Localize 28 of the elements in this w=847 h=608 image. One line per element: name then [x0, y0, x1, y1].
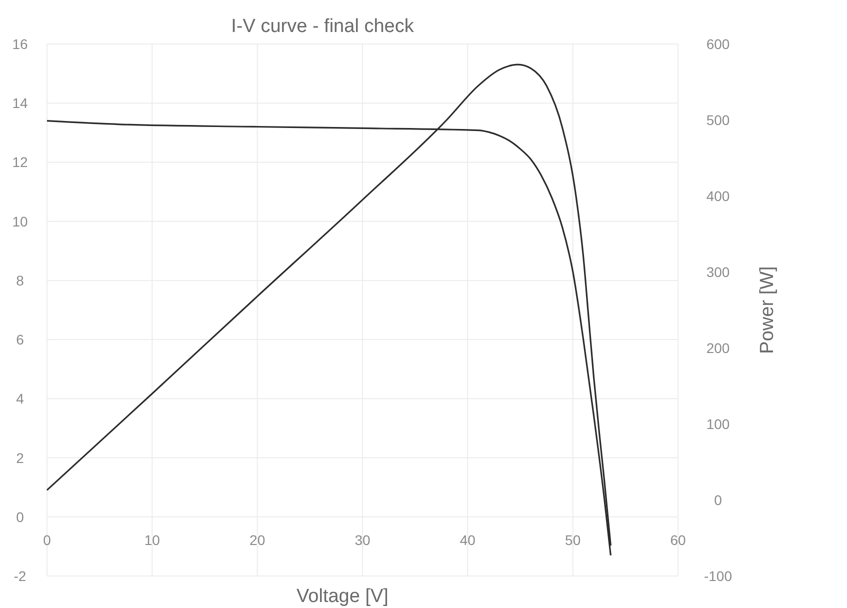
y2-tick-label: 0	[714, 492, 722, 508]
y2-tick-label: 600	[706, 36, 730, 52]
y-tick-label: 14	[12, 95, 28, 112]
x-tick-label: 20	[250, 532, 266, 548]
y-tick-label: 0	[16, 508, 24, 525]
x-tick-label: 50	[565, 532, 581, 548]
y-tick-label: 6	[16, 332, 24, 348]
y-tick-label: -2	[14, 568, 26, 584]
x-tick-label: 10	[144, 532, 160, 548]
y-tick-label: 12	[12, 154, 28, 170]
y2-tick-label: 300	[706, 264, 730, 280]
y2-tick-label: -100	[704, 568, 732, 584]
y-tick-label: 16	[12, 36, 28, 52]
chart-title: I-V curve - final check	[231, 16, 414, 37]
y-tick-label: 2	[16, 450, 24, 466]
x-axis-title: Voltage [V]	[296, 586, 388, 607]
y2-tick-label: 100	[706, 416, 730, 432]
x-tick-label: 40	[460, 532, 476, 548]
y-tick-label: 10	[12, 213, 28, 230]
y2-tick-label: 500	[706, 112, 730, 128]
y2-tick-label: 200	[706, 340, 730, 356]
y-tick-label: 4	[16, 390, 24, 407]
y-tick-label: 8	[16, 272, 24, 288]
x-tick-label: 30	[354, 532, 370, 548]
y2-axis-title: Power [W]	[757, 266, 778, 354]
x-tick-label: 0	[43, 532, 52, 548]
x-tick-label: 60	[670, 532, 686, 548]
y2-tick-label: 400	[706, 188, 730, 204]
